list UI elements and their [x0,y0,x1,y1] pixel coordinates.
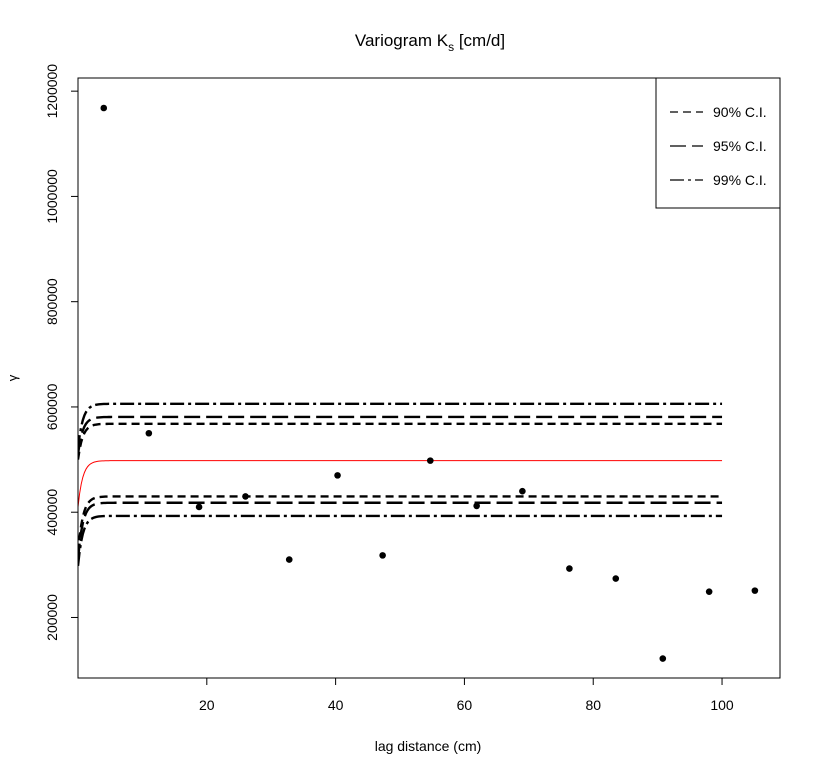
y-axis-label: γ [5,374,20,381]
x-axis-label: lag distance (cm) [375,738,482,754]
y-axis: 200000 400000 600000 800000 1000000 1200000 [44,64,78,641]
envelope-3-upper [78,402,723,450]
data-point [566,565,573,572]
envelope-1-upper [78,422,723,460]
data-point [612,575,620,582]
data-point [473,502,480,510]
data-point [426,457,434,464]
x-tick-label: 40 [328,697,344,713]
plot-frame [77,77,781,679]
y-tick-label: 600000 [44,383,60,430]
points-layer [100,104,759,662]
chart-title: Variogram Ks [cm/d] [355,31,505,54]
legend-label-2: 95% C.I. [713,138,767,154]
data-point [334,472,341,479]
data-point [100,104,108,112]
legend-label-3: 99% C.I. [713,172,767,188]
y-tick-label: 400000 [44,489,60,536]
chart-title-suffix: [cm/d] [454,31,505,50]
chart-title-main: Variogram K [355,31,449,50]
data-point [519,487,526,495]
data-point [379,552,386,559]
y-tick-label: 1000000 [44,169,60,224]
data-point [705,588,713,595]
data-point [145,429,153,437]
data-point [285,556,293,563]
data-point [242,493,249,500]
legend: 90% C.I. 95% C.I. 99% C.I. [655,77,781,209]
chart-title-subscript: s [448,40,454,54]
model-line [78,460,723,508]
x-tick-label: 100 [710,697,734,713]
envelope-3-lower [78,514,723,567]
y-tick-label: 1200000 [44,64,60,119]
y-tick-label: 200000 [44,594,60,641]
x-tick-label: 20 [199,697,215,713]
envelope-2-upper [78,415,723,455]
x-tick-label: 80 [585,697,601,713]
data-point [659,655,667,662]
legend-label-1: 90% C.I. [713,104,767,120]
data-point [751,587,759,594]
data-point [195,503,203,511]
x-axis: 20 40 60 80 100 [199,678,734,713]
legend-box [655,77,781,209]
envelope-2-lower [78,501,723,560]
y-tick-label: 800000 [44,278,60,325]
curves-layer [78,402,723,567]
x-tick-label: 60 [457,697,473,713]
envelope-1-lower [78,495,723,554]
